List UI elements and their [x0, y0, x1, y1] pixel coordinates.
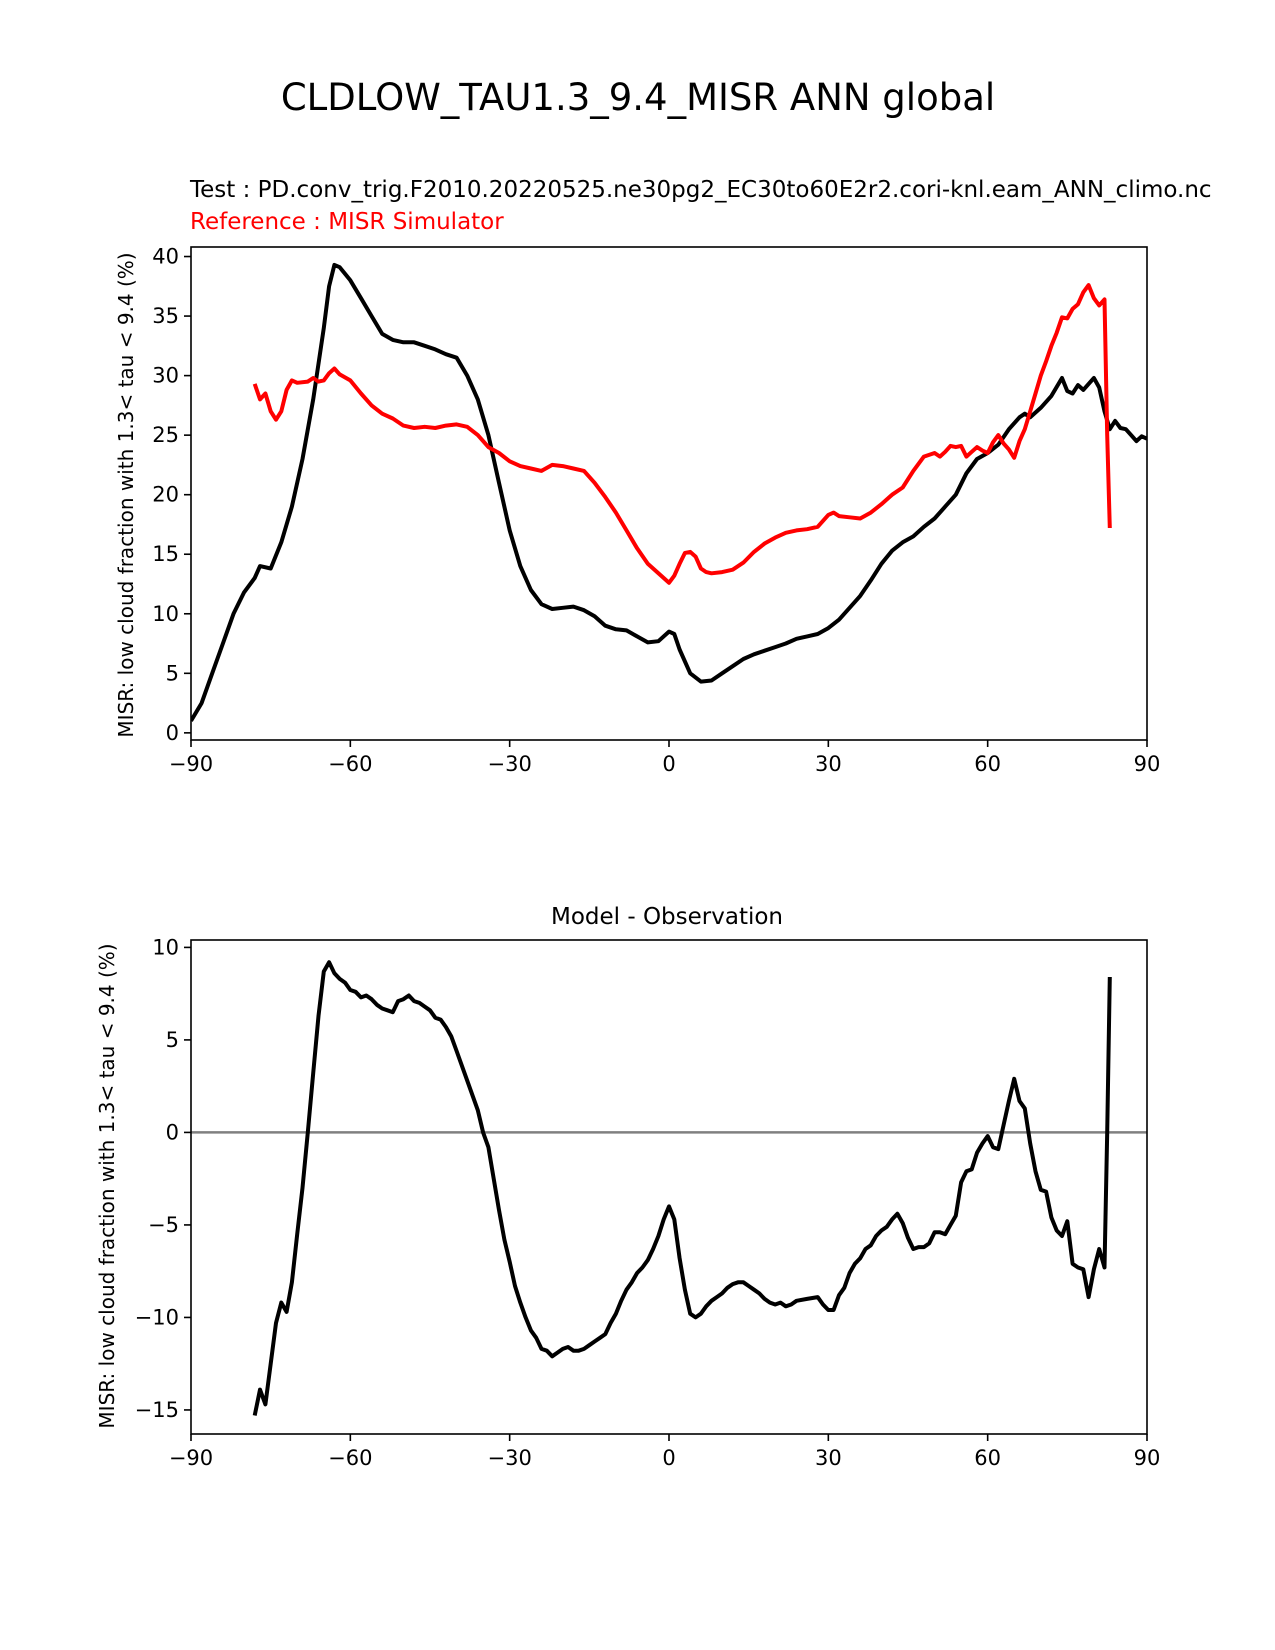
bottom-x-tick-label: −60	[328, 1446, 372, 1470]
bottom-y-tick-label: 0	[166, 1120, 179, 1144]
bottom-x-tick-label: 30	[815, 1446, 842, 1470]
top-y-tick-label: 15	[152, 542, 179, 566]
bottom-x-tick-label: −30	[488, 1446, 532, 1470]
bottom-x-tick-label: 0	[662, 1446, 675, 1470]
bottom-chart: −90 −60 −30 0 30 60 90 −15 −10 −5 0 5 10	[135, 935, 1161, 1470]
top-y-tick-label: 35	[152, 304, 179, 328]
bottom-x-tick-label: 90	[1134, 1446, 1161, 1470]
top-y-tick-label: 10	[152, 602, 179, 626]
bottom-series-model-observation	[252, 960, 1112, 1416]
bottom-title: Model - Observation	[551, 904, 783, 930]
top-series-reference	[252, 283, 1112, 585]
bottom-y-tick-label: −10	[135, 1305, 179, 1329]
bottom-y-tick-label: −15	[135, 1398, 179, 1422]
top-y-tick-label: 20	[152, 483, 179, 507]
top-x-tick-label: 60	[974, 752, 1001, 776]
figure-suptitle: CLDLOW_TAU1.3_9.4_MISR ANN global	[281, 76, 995, 119]
top-x-tick-label: −90	[169, 752, 213, 776]
bottom-x-tick-label: 60	[974, 1446, 1001, 1470]
top-y-tick-label: 40	[152, 245, 179, 269]
top-x-tick-label: 90	[1134, 752, 1161, 776]
top-series-test	[191, 262, 1147, 722]
bottom-x-tick-label: −90	[169, 1446, 213, 1470]
top-title-test: Test : PD.conv_trig.F2010.20220525.ne30p…	[189, 177, 1212, 203]
top-title-reference: Reference : MISR Simulator	[190, 209, 504, 235]
bottom-ylabel: MISR: low cloud fraction with 1.3< tau <…	[95, 943, 119, 1428]
top-ylabel: MISR: low cloud fraction with 1.3< tau <…	[114, 252, 138, 737]
top-x-tick-label: 0	[662, 752, 675, 776]
bottom-y-tick-label: 5	[166, 1028, 179, 1052]
bottom-y-tick-label: −5	[148, 1213, 179, 1237]
top-y-tick-label: 0	[166, 721, 179, 745]
top-x-tick-label: −60	[328, 752, 372, 776]
bottom-y-tick-label: 10	[152, 935, 179, 959]
top-y-tick-label: 25	[152, 423, 179, 447]
top-chart: −90 −60 −30 0 30 60 90 0 5 10 15 20 25 30 35 40	[152, 245, 1160, 776]
top-x-tick-label: 30	[815, 752, 842, 776]
top-y-tick-label: 5	[166, 661, 179, 685]
top-y-tick-label: 30	[152, 364, 179, 388]
top-x-tick-label: −30	[488, 752, 532, 776]
